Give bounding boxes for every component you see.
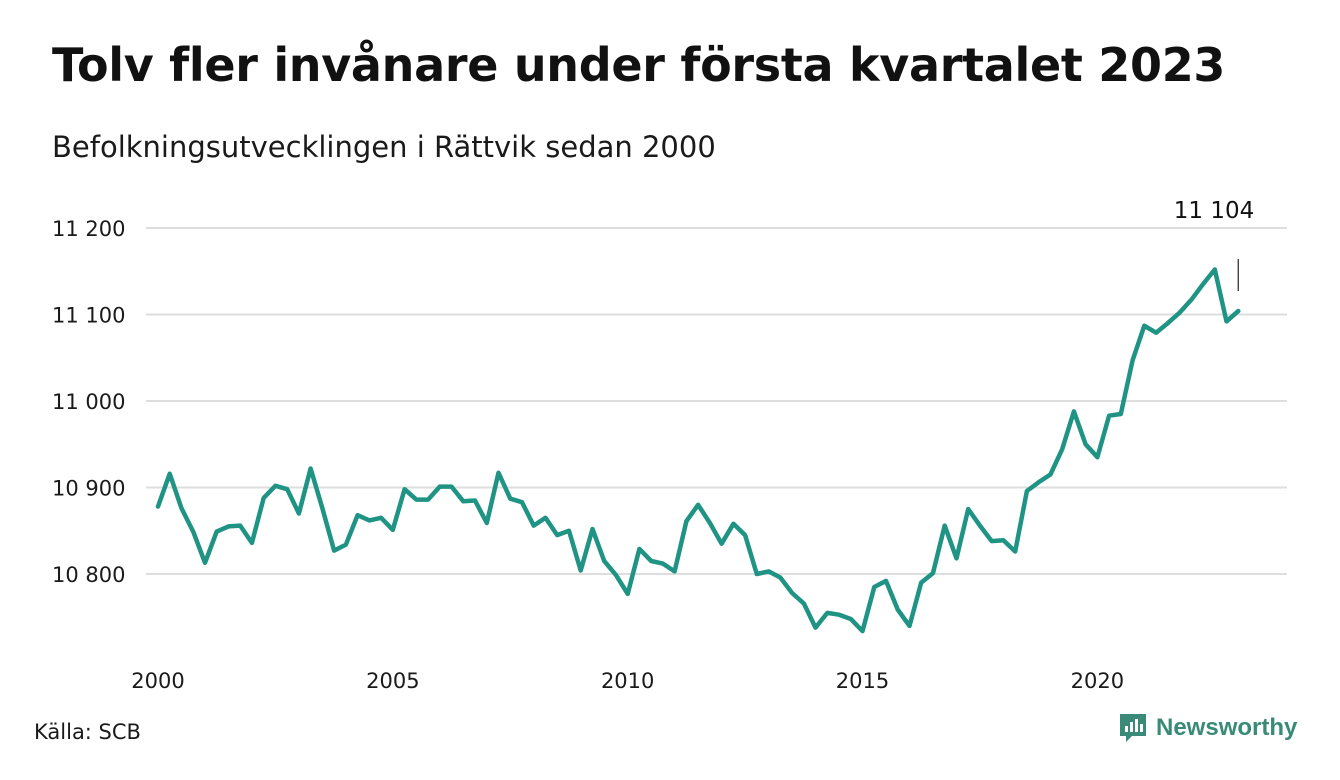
y-axis: 10 800 10 900 11 000 11 100 11 200 [52,217,125,587]
x-tick-label: 2005 [366,669,419,693]
annotation-label: 11 104 [1174,198,1254,224]
chart-subtitle: Befolkningsutvecklingen i Rättvik sedan … [52,130,716,164]
y-tick-label: 11 100 [52,304,125,328]
population-line [155,267,1241,634]
x-tick-label: 2010 [601,669,654,693]
x-tick-label: 2020 [1071,669,1124,693]
x-axis: 2000 2005 2010 2015 2020 [131,669,1124,693]
series-group [155,267,1241,634]
y-tick-label: 10 800 [52,563,125,587]
source-note: Källa: SCB [34,720,141,744]
newsworthy-logo-icon [1120,714,1146,742]
y-tick-label: 11 000 [52,390,125,414]
x-tick-label: 2015 [836,669,889,693]
y-tick-label: 11 200 [52,217,125,241]
brand-name: Newsworthy [1156,714,1298,741]
annotation: 11 104 [1174,198,1254,292]
x-tick-label: 2000 [131,669,184,693]
y-tick-label: 10 900 [52,477,125,501]
brand-logo[interactable]: Newsworthy [1118,712,1297,744]
gridlines [146,227,1287,575]
chart-title: Tolv fler invånare under första kvartale… [52,38,1226,92]
